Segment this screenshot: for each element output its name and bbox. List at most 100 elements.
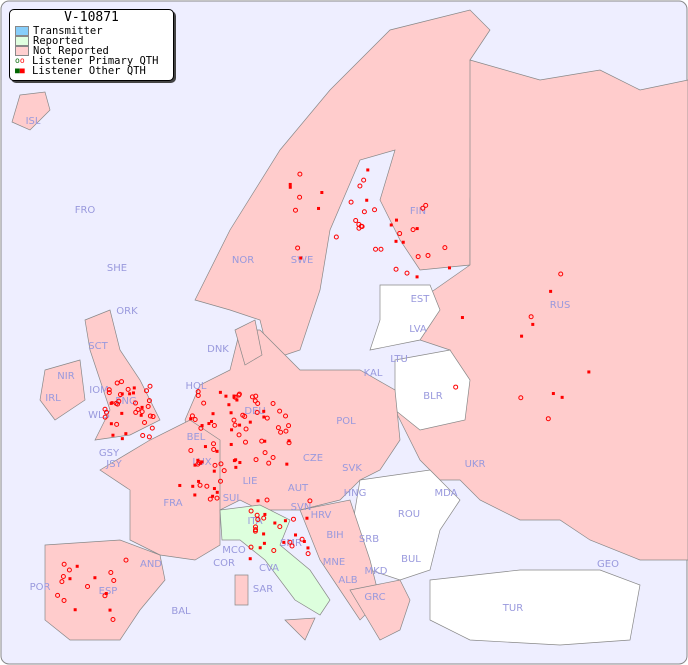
country-label: COR [213,558,235,569]
listener-other-marker [282,540,286,544]
swatch-icon [15,46,29,56]
listener-other-marker [401,240,405,244]
country-label: JSY [105,459,122,470]
listener-primary-marker [61,597,67,603]
listener-other-marker [140,405,144,409]
listener-other-marker [200,460,204,464]
listener-primary-marker [140,432,146,438]
listener-other-marker [224,394,228,398]
listener-other-marker [124,432,128,436]
listener-primary-marker [393,266,399,272]
listener-primary-marker [305,551,311,557]
country-label: MCO [222,545,246,556]
listener-other-marker [302,539,306,543]
listener-other-marker [234,465,238,469]
country-label: SCT [88,341,108,352]
listener-other-marker [394,218,398,222]
listener-primary-marker [232,422,238,428]
listener-primary-marker [106,387,112,393]
listener-primary-marker [114,380,120,386]
country-label: BLR [423,391,442,402]
listener-primary-marker [147,413,153,419]
listener-primary-marker [259,438,265,444]
legend-title: V-10871 [64,10,119,25]
listener-primary-marker [248,544,254,550]
country-label: BAL [171,606,191,617]
listener-primary-marker [297,194,303,200]
listener-primary-marker [361,177,367,183]
listener-other-marker [230,428,234,432]
listener-other-marker [104,592,108,596]
listener-primary-marker [243,426,249,432]
listener-primary-marker [255,400,261,406]
listener-other-marker [193,463,197,467]
listener-primary-marker [266,460,272,466]
legend-not-reported: Not Reported [10,46,173,56]
country-label: FIN [410,206,426,217]
scandinavia-region [194,9,491,361]
listener-other-marker [210,419,214,423]
swatch-icon [15,26,29,36]
country-label: ESP [99,586,118,597]
listener-other-marker [415,227,419,231]
listener-primary-marker [415,254,421,260]
country-label: GEO [597,559,619,570]
listener-primary-marker [333,234,339,240]
listener-other-marker [263,512,267,516]
listener-other-marker [120,437,124,441]
listener-primary-marker [361,209,367,215]
country-label: IRL [45,393,61,404]
listener-primary-marker [397,231,403,237]
legend-label: Not Reported [33,45,109,57]
listener-primary-marker [286,423,292,429]
france-region [99,419,221,561]
listener-other-marker [283,519,287,523]
listener-other-marker [520,334,524,338]
country-label: AUT [288,483,309,494]
listener-primary-marker [420,205,426,211]
listener-other-marker [211,412,215,416]
listener-primary-marker [111,577,117,583]
listener-primary-marker [295,245,301,251]
listener-primary-marker [254,409,260,415]
country-label: MNE [323,557,345,568]
listener-other-marker [273,521,277,525]
listener-other-marker [294,533,298,537]
listener-primary-marker [147,383,153,389]
listener-other-marker [120,411,124,415]
listener-primary-marker [255,517,261,523]
legend-label: Listener Other QTH [32,65,146,77]
listener-other-marker [262,415,266,419]
listener-primary-marker [307,498,313,504]
listener-primary-marker [188,448,194,454]
country-label: ENG [115,396,137,407]
listener-primary-marker [106,390,112,396]
listener-primary-marker [135,406,141,412]
listener-primary-marker [114,421,120,427]
listener-other-marker [193,493,197,497]
listener-other-marker [199,461,203,465]
country-label: UKR [465,459,486,470]
listener-primary-marker [117,392,123,398]
listener-primary-marker [204,483,210,489]
listener-primary-marker [373,246,379,252]
landmass-region [11,91,51,131]
listener-primary-marker [123,557,129,563]
listener-primary-marker [231,417,237,423]
listener-primary-marker [61,561,67,567]
listener-primary-marker [283,428,289,434]
listener-primary-marker [108,570,114,576]
country-label: POL [336,416,356,427]
listener-other-marker [93,576,97,580]
listener-other-marker [317,206,321,210]
listener-other-marker [288,182,292,186]
listener-other-marker [256,499,260,503]
listener-primary-marker [253,527,259,533]
legend-label: Listener Primary QTH [32,55,159,67]
listener-primary-marker [55,592,61,598]
listener-primary-marker [423,202,429,208]
greece-region [349,579,411,641]
listener-primary-marker [240,412,246,418]
listener-other-marker [197,479,201,483]
country-label: MDA [435,488,458,499]
